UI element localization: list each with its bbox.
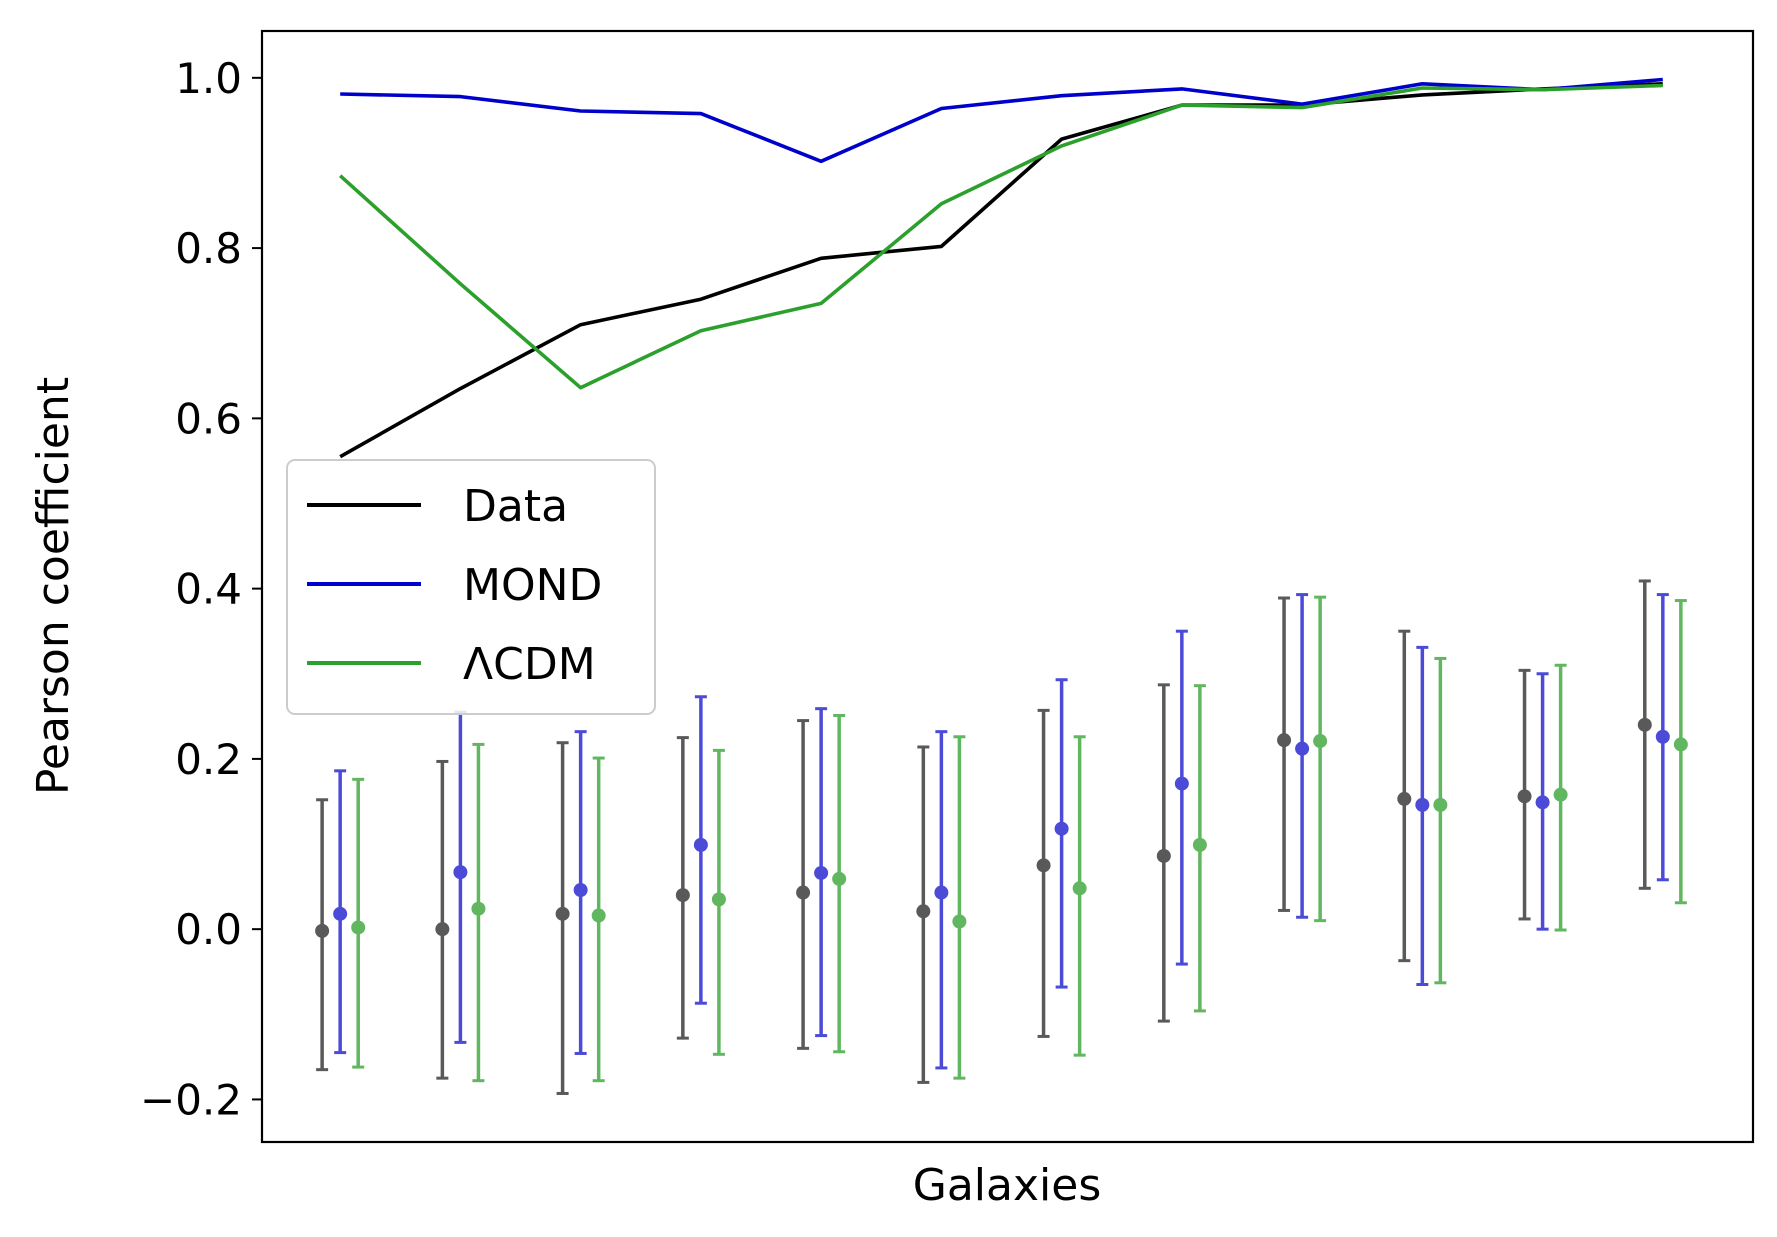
errorbar-mond xyxy=(814,707,829,1038)
point-mond xyxy=(934,885,949,900)
errorbar-data xyxy=(1517,668,1532,921)
point-mond xyxy=(453,865,468,880)
legend-label-lcdm: ΛCDM xyxy=(463,639,596,690)
errorbar-layer xyxy=(315,579,1688,1095)
errorbar--cdm xyxy=(832,713,847,1054)
errorbar--cdm xyxy=(1313,595,1328,923)
point-mond xyxy=(1535,795,1550,810)
x-axis-label: Galaxies xyxy=(913,1160,1102,1211)
errorbar-mond xyxy=(1295,593,1310,919)
errorbar-mond xyxy=(934,730,949,1070)
point-mond xyxy=(333,906,348,921)
y-tick-label: 1.0 xyxy=(175,54,242,103)
errorbar--cdm xyxy=(952,735,967,1080)
y-tick-label: 0.6 xyxy=(175,394,242,443)
errorbar--cdm xyxy=(711,748,726,1056)
errorbar-mond xyxy=(693,695,708,1005)
point--cdm xyxy=(351,920,366,935)
legend: Data MOND ΛCDM xyxy=(286,459,656,715)
errorbar-data xyxy=(796,719,811,1050)
errorbar-data xyxy=(555,741,570,1095)
point-mond xyxy=(573,883,588,898)
errorbar-mond xyxy=(1655,593,1670,882)
point--cdm xyxy=(471,901,486,916)
point-mond xyxy=(693,837,708,852)
errorbar--cdm xyxy=(1673,599,1688,905)
errorbar--cdm xyxy=(1433,656,1448,985)
point--cdm xyxy=(952,914,967,929)
point--cdm xyxy=(1553,787,1568,802)
plot-area-frame xyxy=(260,29,1755,1144)
errorbar--cdm xyxy=(1553,663,1568,932)
point--cdm xyxy=(832,871,847,886)
errorbar-data xyxy=(315,798,330,1072)
errorbar--cdm xyxy=(1072,735,1087,1057)
series-lines xyxy=(338,77,1663,459)
errorbar-data xyxy=(1637,579,1652,890)
point--cdm xyxy=(1192,837,1207,852)
y-tick-label: 0.2 xyxy=(175,735,242,784)
errorbar-data xyxy=(435,759,450,1080)
legend-label-data: Data xyxy=(463,481,568,532)
errorbar-mond xyxy=(573,730,588,1055)
point-data xyxy=(1036,858,1051,873)
point--cdm xyxy=(1072,881,1087,896)
point-data xyxy=(796,885,811,900)
y-tick-label: −0.2 xyxy=(140,1075,242,1124)
errorbar--cdm xyxy=(1192,684,1207,1013)
y-tick-label: 0.4 xyxy=(175,565,242,614)
point-data xyxy=(315,923,330,938)
point-data xyxy=(555,906,570,921)
point-mond xyxy=(1415,797,1430,812)
errorbar-data xyxy=(1397,629,1412,963)
point-mond xyxy=(814,865,829,880)
point-data xyxy=(1277,733,1292,748)
y-tick-label: 0.8 xyxy=(175,224,242,273)
point-data xyxy=(435,922,450,937)
y-axis-label: Pearson coefficient xyxy=(28,377,79,795)
errorbar-mond xyxy=(1054,678,1069,989)
errorbar--cdm xyxy=(471,742,486,1083)
point-data xyxy=(916,904,931,919)
point-mond xyxy=(1655,729,1670,744)
point-data xyxy=(1397,791,1412,806)
legend-label-mond: MOND xyxy=(463,560,602,611)
errorbar-data xyxy=(1036,708,1051,1038)
series-line--cdm xyxy=(338,83,1663,390)
point-data xyxy=(1637,717,1652,732)
series-line-data xyxy=(339,82,1663,459)
errorbar--cdm xyxy=(351,777,366,1069)
legend-box xyxy=(286,459,656,715)
point--cdm xyxy=(591,908,606,923)
point-data xyxy=(1517,789,1532,804)
point-mond xyxy=(1295,741,1310,756)
point--cdm xyxy=(711,892,726,907)
errorbar-data xyxy=(1277,596,1292,912)
point--cdm xyxy=(1313,734,1328,749)
errorbar--cdm xyxy=(591,756,606,1083)
series-line-mond xyxy=(340,77,1663,164)
errorbar-mond xyxy=(1415,645,1430,987)
errorbar-mond xyxy=(1535,672,1550,931)
point-data xyxy=(675,888,690,903)
errorbar-data xyxy=(675,736,690,1040)
point--cdm xyxy=(1673,737,1688,752)
y-axis-ticks: −0.2 0.0 0.2 0.4 0.6 0.8 1.0 xyxy=(140,54,262,1124)
point-mond xyxy=(1174,776,1189,791)
point--cdm xyxy=(1433,797,1448,812)
errorbar-data xyxy=(1156,683,1171,1023)
errorbar-mond xyxy=(1174,629,1189,966)
errorbar-mond xyxy=(333,769,348,1055)
errorbar-data xyxy=(916,745,931,1084)
point-data xyxy=(1156,848,1171,863)
y-tick-label: 0.0 xyxy=(175,905,242,954)
point-mond xyxy=(1054,821,1069,836)
